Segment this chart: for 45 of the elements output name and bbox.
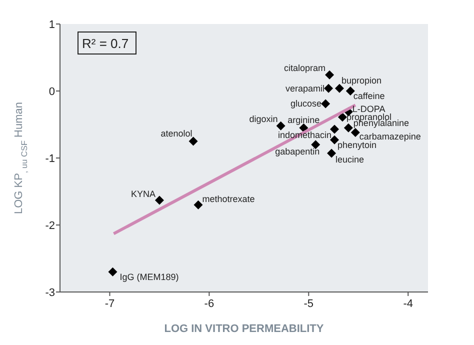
y-tick-label: 0 [48, 86, 55, 98]
x-tick-label: -6 [204, 298, 214, 310]
point [344, 123, 353, 132]
annotation: KYNA [130, 189, 156, 200]
x-tick-label: -7 [104, 298, 115, 310]
annotation: arginine [288, 114, 320, 125]
annotation: carbamazepine [359, 132, 421, 142]
annotation: R² = 0.7 [82, 36, 129, 51]
annotation: citalopram [284, 62, 326, 73]
point [188, 136, 198, 146]
annotation: leucine [336, 154, 364, 164]
annotation: methotrexate [202, 194, 255, 204]
point [321, 99, 330, 108]
y-tick-label: -1 [45, 153, 55, 165]
annotation: IgG (MEM189) [120, 272, 179, 282]
x-tick-label: -5 [304, 298, 314, 310]
y-tick-label: -2 [45, 220, 55, 232]
x-tick-label: -4 [403, 298, 413, 310]
point [324, 84, 334, 93]
point [338, 112, 347, 122]
annotation: atenolol [160, 128, 192, 138]
point [194, 200, 203, 210]
point [276, 121, 286, 130]
point [154, 196, 164, 205]
point [108, 267, 118, 276]
y-tick-label: 1 [48, 19, 55, 31]
annotation: digoxin [249, 114, 278, 124]
annotation: caffeine [353, 91, 385, 101]
point [330, 135, 340, 144]
point [327, 148, 336, 158]
annotation: bupropion [341, 75, 382, 86]
annotation: L-DOPA [352, 104, 386, 114]
point [350, 128, 360, 138]
annotation: verapamil [286, 83, 325, 94]
annotation: phenytoin [338, 140, 377, 150]
annotation: indomethacin [278, 130, 332, 140]
annotation: glucose [290, 98, 322, 109]
y-tick-label: -3 [45, 287, 55, 299]
point [334, 84, 344, 93]
point [330, 124, 340, 134]
x-axis-title: LOG IN VITRO PERMEABILITY [164, 323, 324, 335]
point [325, 70, 334, 80]
annotation: gabapentin [275, 146, 320, 157]
annotation: propranolol [346, 112, 392, 122]
point [346, 86, 355, 96]
